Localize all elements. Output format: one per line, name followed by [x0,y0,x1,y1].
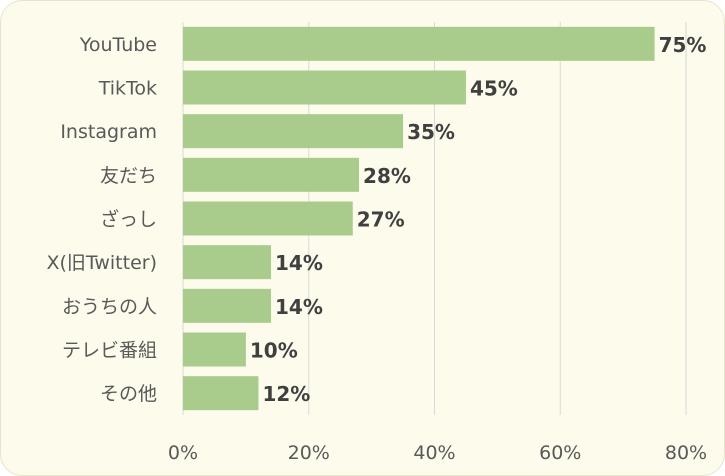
category-label: テレビ番組 [62,340,157,362]
value-label: 35% [407,120,455,144]
bar [183,70,466,105]
category-label: Instagram [60,121,157,143]
x-tick-label: 20% [288,442,330,464]
bar [183,26,655,61]
value-label: 45% [470,77,518,101]
x-tick-label: 60% [539,442,581,464]
category-label: おうちの人 [62,296,157,318]
bar [183,245,272,280]
x-tick-label: 0% [168,442,198,464]
value-label: 28% [363,164,411,188]
value-label: 75% [659,33,707,57]
bar [183,376,259,411]
value-label: 10% [250,339,298,363]
bar [183,157,360,192]
bar [183,332,246,367]
value-label: 14% [275,295,323,319]
x-tick-label: 80% [665,442,707,464]
category-label: 友だち [100,165,157,187]
category-label: その他 [100,383,157,405]
value-label: 12% [262,382,310,406]
value-label: 27% [357,208,405,232]
category-label: TikTok [98,78,157,100]
value-label: 14% [275,251,323,275]
category-label: X(旧Twitter) [46,252,157,274]
bar [183,201,353,236]
bar [183,288,272,323]
category-label: ざっし [100,208,157,231]
bar [183,114,404,149]
category-label: YouTube [79,34,157,56]
x-tick-label: 40% [413,442,455,464]
